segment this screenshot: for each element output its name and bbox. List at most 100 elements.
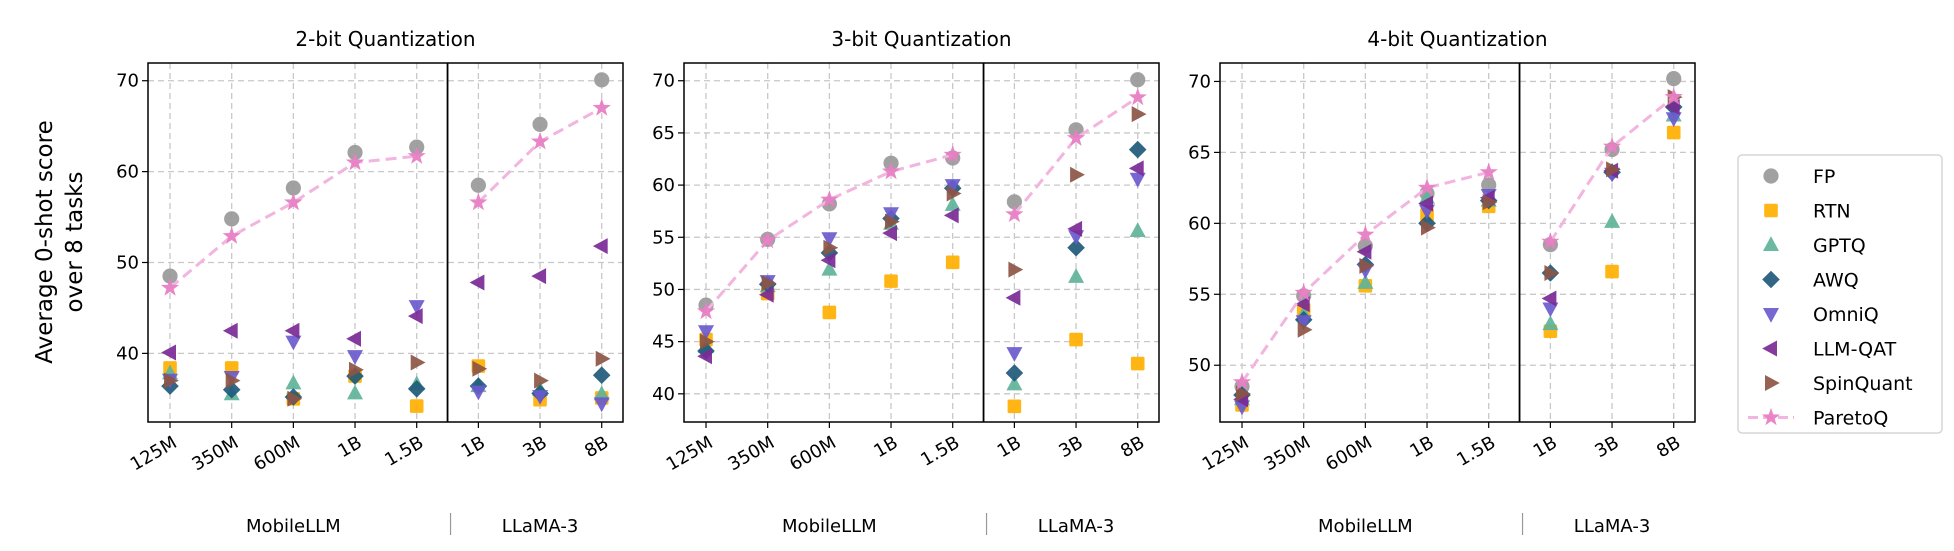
legend-square-icon [1764, 203, 1778, 218]
paretoq-point [284, 192, 303, 211]
spinquant-point [1544, 265, 1560, 281]
series-paretoq [696, 87, 1147, 320]
gptq-point [1129, 222, 1146, 237]
y-tick-label: 50 [116, 252, 139, 273]
legend-entry-awq: AWQ [1762, 270, 1859, 292]
paretoq-point [530, 132, 550, 150]
paretoq-point [1602, 137, 1622, 155]
y-tick-label: 50 [1188, 355, 1211, 376]
legend-entry-paretoq: ParetoQ [1748, 408, 1888, 430]
y-tick-label: 70 [116, 71, 139, 92]
plot-area [1232, 71, 1683, 416]
panel-2bit: 2-bit Quantization 40 50 60 70 125M 350M 600M 1B… [116, 27, 624, 537]
y-tick-label: 70 [1188, 71, 1211, 92]
fp-point [347, 144, 363, 161]
panel-title: 2-bit Quantization [295, 27, 475, 51]
awq-point [346, 367, 364, 385]
rtn-point [1069, 332, 1083, 347]
panel-4bit: 4-bit Quantization 50 55 60 65 70 125M 350M 600M… [1188, 27, 1696, 537]
plot-area [160, 72, 611, 413]
rtn-point [409, 399, 424, 413]
x-tick-label: 1B [1406, 432, 1437, 462]
spinquant-point [164, 372, 179, 389]
y-tick-label: 55 [652, 227, 675, 248]
paretoq-point [222, 226, 241, 244]
x-tick-label: 350M [724, 432, 778, 475]
omniq-point [470, 385, 487, 401]
y-tick-label: 50 [652, 279, 675, 300]
gptq-point [347, 384, 363, 400]
paretoq-point [1005, 204, 1024, 223]
x-tick-label: 350M [1260, 432, 1314, 475]
fp-point [1006, 194, 1022, 210]
gptq-point [1357, 274, 1374, 289]
x-tick-label: 3B [519, 432, 550, 462]
gptq-point [1604, 213, 1621, 228]
x-tick-label: 1B [334, 432, 365, 462]
spinquant-point [1359, 257, 1375, 274]
spinquant-point [1236, 385, 1251, 402]
x-tick-label: 1B [870, 432, 901, 462]
spinquant-point [1606, 161, 1621, 178]
rtn-point [1666, 125, 1681, 140]
legend-triangle-down-icon [1763, 308, 1779, 323]
paretoq-point [881, 161, 901, 180]
legend-label: RTN [1813, 201, 1851, 223]
llm-qat-point [222, 322, 238, 339]
fp-point [162, 268, 178, 284]
paretoq-line [169, 154, 417, 290]
awq-point [222, 380, 241, 399]
fp-point [594, 72, 610, 88]
legend-triangle-up-icon [1763, 236, 1779, 251]
fp-point [470, 177, 486, 193]
series-omniq [1234, 112, 1682, 416]
legend-label: GPTQ [1813, 235, 1866, 257]
legend-entry-rtn: RTN [1764, 201, 1851, 223]
llm-qat-point [531, 268, 547, 285]
llm-qat-point [346, 330, 361, 347]
paretoq-point [1479, 162, 1498, 180]
legend: FP RTN GPTQ AWQ OmniQ LLM-QAT SpinQuant ParetoQ [1737, 154, 1943, 434]
paretoq-point [696, 301, 716, 320]
spinquant-point [823, 239, 839, 256]
spinquant-point [885, 213, 900, 230]
fp-point [532, 116, 548, 132]
x-tick-label: 600M [786, 432, 840, 475]
y-tick-label: 40 [652, 384, 675, 405]
group-label-llama3: LLaMA-3 [1038, 516, 1114, 537]
y-tick-label: 65 [652, 123, 675, 144]
spinquant-point [1482, 194, 1498, 211]
gptq-point [821, 260, 838, 276]
paretoq-point [1128, 87, 1147, 106]
llm-qat-point [820, 252, 836, 269]
llm-qat-point [1664, 99, 1680, 115]
panel-title: 3-bit Quantization [831, 27, 1011, 51]
omniq-point [1295, 315, 1312, 331]
x-tick-label: 8B [1653, 432, 1684, 462]
series-spinquant [1236, 89, 1683, 402]
spinquant-point [700, 333, 715, 350]
y-tick-label: 55 [1188, 284, 1211, 305]
omniq-point [883, 207, 899, 223]
legend-label: FP [1813, 166, 1835, 188]
spinquant-point [946, 185, 962, 202]
legend-box [1737, 154, 1943, 434]
llm-qat-point [1356, 243, 1372, 260]
rtn-point [945, 255, 960, 270]
legend-label: SpinQuant [1813, 373, 1913, 395]
spinquant-point [287, 390, 303, 407]
series-llm-qat [161, 238, 608, 361]
group-label-mobilellm: MobileLLM [782, 516, 877, 537]
series-paretoq [160, 98, 611, 296]
spinquant-point [472, 360, 488, 377]
awq-point [1067, 238, 1085, 257]
awq-point [1128, 140, 1147, 159]
spinquant-point [1131, 106, 1147, 123]
legend-entry-spinquant: SpinQuant [1765, 373, 1913, 395]
series-fp [162, 72, 610, 284]
y-tick-label: 65 [1188, 142, 1211, 163]
fp-point [285, 180, 301, 196]
rtn-point [1007, 399, 1022, 414]
y-tick-label: 60 [652, 175, 675, 196]
